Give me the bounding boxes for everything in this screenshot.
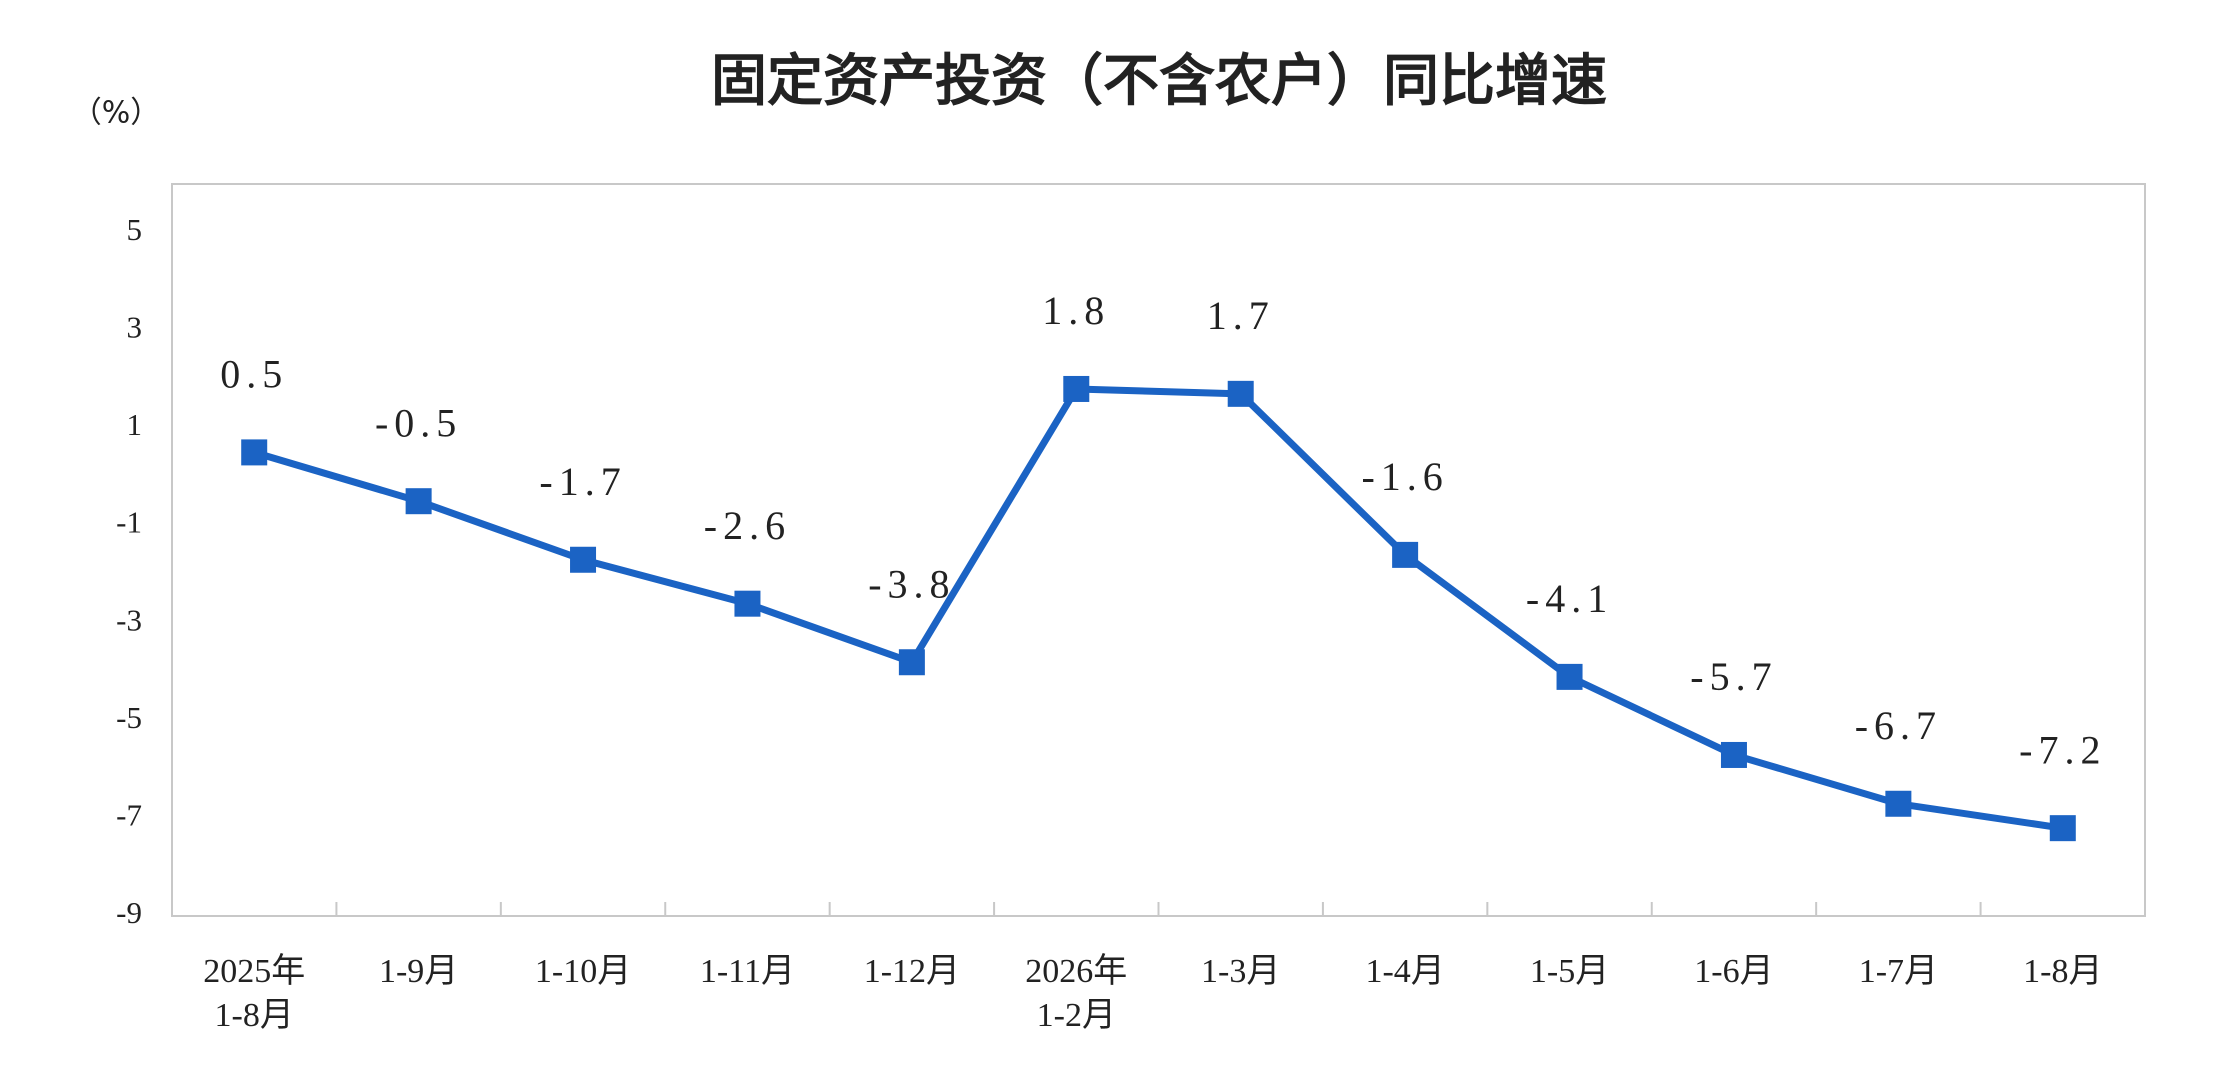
data-label: -4.1 <box>1526 576 1613 621</box>
x-tick-label: 2025年 1-8月 <box>203 952 305 1034</box>
marker <box>898 649 925 676</box>
x-tick-label: 1-12月 <box>864 953 960 990</box>
y-tick-label: -7 <box>116 798 142 833</box>
x-tick-label: 2026年 1-2月 <box>1025 952 1127 1034</box>
marker <box>405 488 432 515</box>
x-tick-label: 1-6月 <box>1694 953 1773 990</box>
y-unit: （%） <box>72 96 161 131</box>
marker <box>1885 790 1912 817</box>
chart-title: 固定资产投资（不含农户）同比增速 <box>711 49 1607 114</box>
marker <box>1392 541 1419 568</box>
marker <box>2049 815 2076 842</box>
data-label: -7.2 <box>2019 727 2106 772</box>
marker <box>241 439 268 466</box>
data-label: -1.6 <box>1361 454 1448 499</box>
data-label: 1.8 <box>1042 288 1110 333</box>
data-label: -2.6 <box>704 503 791 548</box>
marker <box>734 590 761 617</box>
x-tick-label: 1-4月 <box>1365 953 1444 990</box>
marker <box>1720 741 1747 768</box>
x-tick-label: 1-8月 <box>2023 953 2102 990</box>
data-label: -5.7 <box>1690 654 1777 699</box>
x-tick-label: 1-7月 <box>1859 953 1938 990</box>
x-tick-label: 1-5月 <box>1530 953 1609 990</box>
marker <box>1063 375 1090 402</box>
y-tick-label: -5 <box>116 700 142 735</box>
y-tick-label: 1 <box>127 407 143 442</box>
data-label: -3.8 <box>868 561 955 606</box>
y-tick-label: 3 <box>127 310 143 345</box>
y-tick-label: -1 <box>116 505 142 540</box>
x-tick-label: 1-10月 <box>535 953 631 990</box>
x-tick-label: 1-11月 <box>700 953 795 990</box>
x-tick-label: 1-3月 <box>1201 953 1280 990</box>
line <box>253 385 2064 832</box>
data-label: 0.5 <box>220 352 288 397</box>
y-tick-label: 5 <box>127 212 143 247</box>
x-tick-label: 1-9月 <box>379 953 458 990</box>
data-label: -0.5 <box>375 400 462 445</box>
data-label: 1.7 <box>1207 293 1275 338</box>
marker <box>570 546 597 573</box>
data-label: -1.7 <box>539 459 626 504</box>
y-tick-label: -3 <box>116 602 142 637</box>
y-tick-label: -9 <box>116 895 142 930</box>
marker <box>1227 380 1254 407</box>
data-label: -6.7 <box>1855 703 1942 748</box>
marker <box>1556 663 1583 690</box>
